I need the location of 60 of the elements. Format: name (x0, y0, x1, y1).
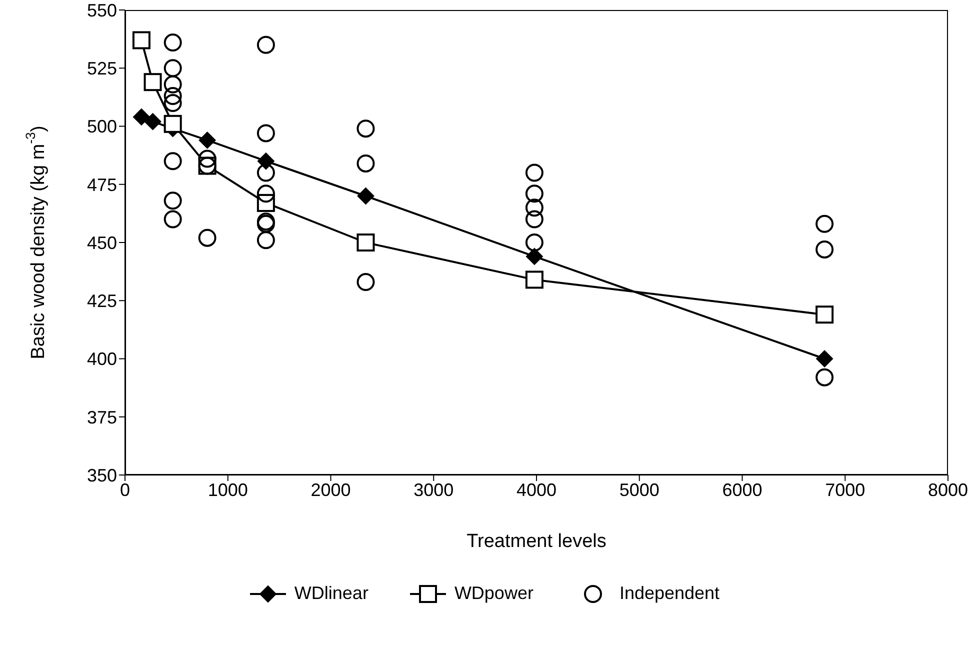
x-tick-label: 5000 (619, 480, 660, 500)
point (164, 59, 182, 78)
legend-label: Independent (619, 583, 720, 604)
point (256, 231, 275, 250)
x-tick-label: 2000 (310, 480, 351, 500)
point (164, 114, 182, 133)
y-tick-label: 425 (86, 291, 117, 312)
point (164, 210, 182, 228)
point (164, 75, 182, 94)
point (525, 234, 544, 252)
x-tick-label: 7000 (825, 480, 866, 500)
x-axis-title: Treatment levels (466, 531, 606, 552)
point (525, 164, 544, 182)
point (525, 270, 544, 289)
point (164, 152, 182, 170)
point (816, 240, 834, 258)
y-tick-label: 450 (86, 232, 117, 253)
point (144, 73, 162, 92)
point (132, 31, 150, 50)
point (256, 164, 275, 182)
point (525, 198, 544, 217)
point (356, 234, 375, 252)
x-tick-label: 4000 (516, 480, 557, 500)
y-tick-label: 475 (86, 174, 117, 195)
point (256, 36, 275, 54)
x-tick-label: 8000 (928, 480, 968, 500)
point (356, 154, 375, 172)
x-tick-label: 6000 (722, 480, 762, 500)
legend-label: WDlinear (294, 583, 368, 604)
legend-label: WDpower (454, 583, 534, 604)
point (198, 150, 216, 168)
point (357, 188, 374, 204)
y-tick-label: 375 (86, 407, 117, 428)
x-tick-label: 0 (120, 480, 130, 500)
point (816, 350, 834, 368)
point (164, 192, 182, 210)
point (525, 184, 544, 203)
point (816, 214, 834, 233)
point (256, 184, 275, 203)
point (256, 124, 275, 142)
point (164, 87, 182, 106)
x-tick-label: 1000 (208, 480, 248, 500)
point (198, 228, 216, 247)
point (816, 306, 834, 324)
y-tick-label: 350 (86, 465, 117, 486)
point (525, 210, 544, 228)
point (164, 34, 182, 52)
x-tick-label: 3000 (414, 480, 454, 500)
point (132, 108, 150, 126)
point (164, 94, 182, 112)
point (816, 368, 834, 386)
y-tick-label: 500 (86, 116, 117, 137)
y-tick-label: 525 (86, 58, 117, 79)
y-tick-label: 400 (86, 349, 117, 370)
point (356, 273, 375, 292)
point (144, 113, 162, 130)
point (356, 120, 375, 138)
y-tick-label: 550 (86, 0, 117, 20)
point (526, 248, 543, 265)
point (198, 132, 216, 149)
